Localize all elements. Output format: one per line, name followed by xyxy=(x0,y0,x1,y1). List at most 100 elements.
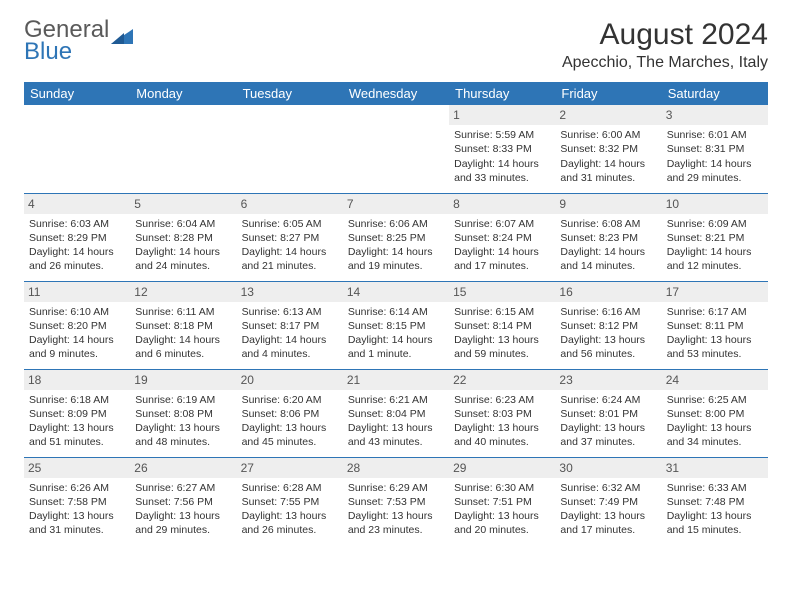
calendar-cell: 12 Sunrise: 6:11 AMSunset: 8:18 PMDayligh… xyxy=(130,281,236,369)
calendar-cell: 29 Sunrise: 6:30 AMSunset: 7:51 PMDayligh… xyxy=(449,457,555,545)
day-number: 14 xyxy=(343,282,449,302)
calendar-row: 1 Sunrise: 5:59 AMSunset: 8:33 PMDaylight… xyxy=(24,105,768,193)
calendar-cell: 28 Sunrise: 6:29 AMSunset: 7:53 PMDayligh… xyxy=(343,457,449,545)
day-details: Sunrise: 6:04 AMSunset: 8:28 PMDaylight:… xyxy=(135,217,231,274)
day-number: 1 xyxy=(449,105,555,125)
day-details: Sunrise: 6:09 AMSunset: 8:21 PMDaylight:… xyxy=(667,217,763,274)
day-details: Sunrise: 6:27 AMSunset: 7:56 PMDaylight:… xyxy=(135,481,231,538)
day-details: Sunrise: 6:06 AMSunset: 8:25 PMDaylight:… xyxy=(348,217,444,274)
calendar-row: 11Sunrise: 6:10 AMSunset: 8:20 PMDayligh… xyxy=(24,281,768,369)
calendar-cell: 25Sunrise: 6:26 AMSunset: 7:58 PMDayligh… xyxy=(24,457,130,545)
calendar-cell: 16 Sunrise: 6:16 AMSunset: 8:12 PMDayligh… xyxy=(555,281,661,369)
day-details: Sunrise: 6:14 AMSunset: 8:15 PMDaylight:… xyxy=(348,305,444,362)
day-number: 22 xyxy=(449,370,555,390)
day-details: Sunrise: 6:19 AMSunset: 8:08 PMDaylight:… xyxy=(135,393,231,450)
calendar-cell: 15Sunrise: 6:15 AMSunset: 8:14 PMDayligh… xyxy=(449,281,555,369)
header: GeneralBlue August 2024 Apecchio, The Ma… xyxy=(24,18,768,72)
calendar-cell: 7 Sunrise: 6:06 AMSunset: 8:25 PMDaylight… xyxy=(343,193,449,281)
calendar-cell: 4 Sunrise: 6:03 AMSunset: 8:29 PMDaylight… xyxy=(24,193,130,281)
day-details: Sunrise: 6:20 AMSunset: 8:06 PMDaylight:… xyxy=(242,393,338,450)
calendar-table: Sunday Monday Tuesday Wednesday Thursday… xyxy=(24,82,768,545)
day-details: Sunrise: 5:59 AMSunset: 8:33 PMDaylight:… xyxy=(454,128,550,185)
col-wednesday: Wednesday xyxy=(343,82,449,105)
day-number: 5 xyxy=(130,194,236,214)
calendar-cell xyxy=(24,105,130,193)
calendar-cell: 19Sunrise: 6:19 AMSunset: 8:08 PMDayligh… xyxy=(130,369,236,457)
day-details: Sunrise: 6:07 AMSunset: 8:24 PMDaylight:… xyxy=(454,217,550,274)
col-friday: Friday xyxy=(555,82,661,105)
day-details: Sunrise: 6:17 AMSunset: 8:11 PMDaylight:… xyxy=(667,305,763,362)
calendar-cell: 11Sunrise: 6:10 AMSunset: 8:20 PMDayligh… xyxy=(24,281,130,369)
calendar-cell: 5 Sunrise: 6:04 AMSunset: 8:28 PMDaylight… xyxy=(130,193,236,281)
calendar-cell: 18 Sunrise: 6:18 AMSunset: 8:09 PMDayligh… xyxy=(24,369,130,457)
day-number: 13 xyxy=(237,282,343,302)
calendar-cell: 8Sunrise: 6:07 AMSunset: 8:24 PMDaylight… xyxy=(449,193,555,281)
col-saturday: Saturday xyxy=(662,82,768,105)
title-block: August 2024 Apecchio, The Marches, Italy xyxy=(562,18,768,72)
day-number: 16 xyxy=(555,282,661,302)
day-number: 31 xyxy=(662,458,768,478)
day-number: 29 xyxy=(449,458,555,478)
calendar-cell: 20 Sunrise: 6:20 AMSunset: 8:06 PMDayligh… xyxy=(237,369,343,457)
month-title: August 2024 xyxy=(562,18,768,52)
col-sunday: Sunday xyxy=(24,82,130,105)
day-number: 10 xyxy=(662,194,768,214)
calendar-cell xyxy=(343,105,449,193)
day-details: Sunrise: 6:25 AMSunset: 8:00 PMDaylight:… xyxy=(667,393,763,450)
day-details: Sunrise: 6:15 AMSunset: 8:14 PMDaylight:… xyxy=(454,305,550,362)
calendar-body: 1 Sunrise: 5:59 AMSunset: 8:33 PMDaylight… xyxy=(24,105,768,545)
day-number: 9 xyxy=(555,194,661,214)
calendar-cell xyxy=(130,105,236,193)
day-number: 11 xyxy=(24,282,130,302)
day-details: Sunrise: 6:24 AMSunset: 8:01 PMDaylight:… xyxy=(560,393,656,450)
day-number: 2 xyxy=(555,105,661,125)
day-details: Sunrise: 6:16 AMSunset: 8:12 PMDaylight:… xyxy=(560,305,656,362)
calendar-cell: 2 Sunrise: 6:00 AMSunset: 8:32 PMDaylight… xyxy=(555,105,661,193)
day-details: Sunrise: 6:26 AMSunset: 7:58 PMDaylight:… xyxy=(29,481,125,538)
calendar-cell: 6Sunrise: 6:05 AMSunset: 8:27 PMDaylight… xyxy=(237,193,343,281)
logo-text-blue: Blue xyxy=(24,40,133,64)
day-number: 12 xyxy=(130,282,236,302)
calendar-row: 4 Sunrise: 6:03 AMSunset: 8:29 PMDaylight… xyxy=(24,193,768,281)
day-details: Sunrise: 6:13 AMSunset: 8:17 PMDaylight:… xyxy=(242,305,338,362)
day-number: 7 xyxy=(343,194,449,214)
day-number: 26 xyxy=(130,458,236,478)
day-number: 24 xyxy=(662,370,768,390)
col-tuesday: Tuesday xyxy=(237,82,343,105)
calendar-cell: 21Sunrise: 6:21 AMSunset: 8:04 PMDayligh… xyxy=(343,369,449,457)
day-number: 4 xyxy=(24,194,130,214)
calendar-cell: 30Sunrise: 6:32 AMSunset: 7:49 PMDayligh… xyxy=(555,457,661,545)
day-number: 18 xyxy=(24,370,130,390)
day-details: Sunrise: 6:32 AMSunset: 7:49 PMDaylight:… xyxy=(560,481,656,538)
logo: GeneralBlue xyxy=(24,18,133,64)
day-details: Sunrise: 6:11 AMSunset: 8:18 PMDaylight:… xyxy=(135,305,231,362)
day-details: Sunrise: 6:18 AMSunset: 8:09 PMDaylight:… xyxy=(29,393,125,450)
calendar-cell: 22 Sunrise: 6:23 AMSunset: 8:03 PMDayligh… xyxy=(449,369,555,457)
day-details: Sunrise: 6:08 AMSunset: 8:23 PMDaylight:… xyxy=(560,217,656,274)
calendar-cell: 26 Sunrise: 6:27 AMSunset: 7:56 PMDayligh… xyxy=(130,457,236,545)
day-details: Sunrise: 6:33 AMSunset: 7:48 PMDaylight:… xyxy=(667,481,763,538)
day-number: 23 xyxy=(555,370,661,390)
day-details: Sunrise: 6:28 AMSunset: 7:55 PMDaylight:… xyxy=(242,481,338,538)
calendar-cell: 27 Sunrise: 6:28 AMSunset: 7:55 PMDayligh… xyxy=(237,457,343,545)
day-number: 27 xyxy=(237,458,343,478)
day-details: Sunrise: 6:00 AMSunset: 8:32 PMDaylight:… xyxy=(560,128,656,185)
location-subtitle: Apecchio, The Marches, Italy xyxy=(562,54,768,72)
day-details: Sunrise: 6:03 AMSunset: 8:29 PMDaylight:… xyxy=(29,217,125,274)
weekday-header-row: Sunday Monday Tuesday Wednesday Thursday… xyxy=(24,82,768,105)
day-details: Sunrise: 6:29 AMSunset: 7:53 PMDaylight:… xyxy=(348,481,444,538)
day-number: 20 xyxy=(237,370,343,390)
day-number: 21 xyxy=(343,370,449,390)
calendar-cell: 13 Sunrise: 6:13 AMSunset: 8:17 PMDayligh… xyxy=(237,281,343,369)
day-number: 28 xyxy=(343,458,449,478)
calendar-cell: 31 Sunrise: 6:33 AMSunset: 7:48 PMDayligh… xyxy=(662,457,768,545)
day-details: Sunrise: 6:30 AMSunset: 7:51 PMDaylight:… xyxy=(454,481,550,538)
day-number: 6 xyxy=(237,194,343,214)
calendar-cell: 10 Sunrise: 6:09 AMSunset: 8:21 PMDayligh… xyxy=(662,193,768,281)
calendar-cell: 3Sunrise: 6:01 AMSunset: 8:31 PMDaylight… xyxy=(662,105,768,193)
calendar-cell: 9 Sunrise: 6:08 AMSunset: 8:23 PMDaylight… xyxy=(555,193,661,281)
day-number: 3 xyxy=(662,105,768,125)
calendar-cell: 17Sunrise: 6:17 AMSunset: 8:11 PMDayligh… xyxy=(662,281,768,369)
calendar-cell: 23 Sunrise: 6:24 AMSunset: 8:01 PMDayligh… xyxy=(555,369,661,457)
day-details: Sunrise: 6:23 AMSunset: 8:03 PMDaylight:… xyxy=(454,393,550,450)
